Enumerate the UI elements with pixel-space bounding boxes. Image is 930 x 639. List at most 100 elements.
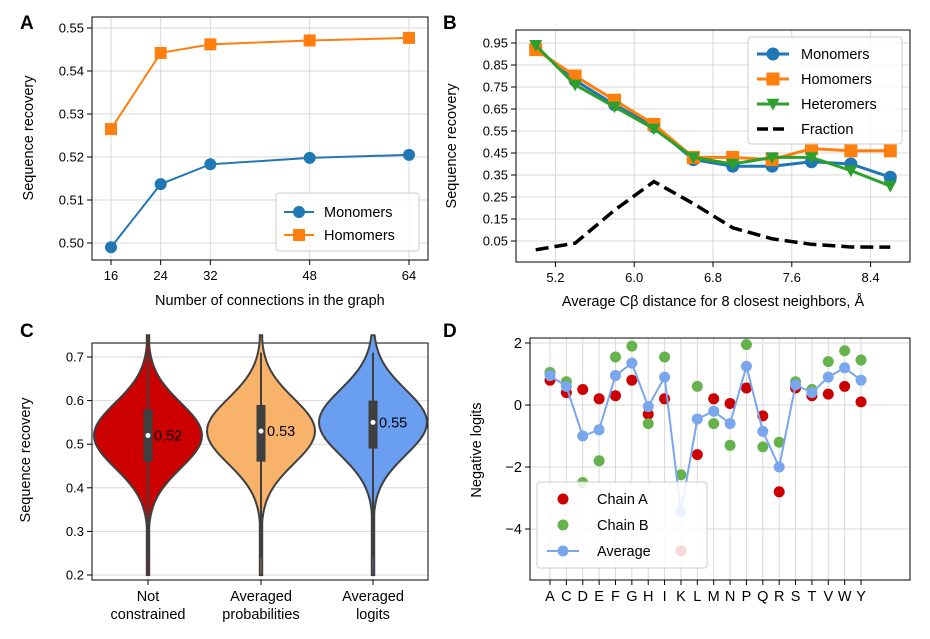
data-point-heteromers bbox=[568, 79, 582, 92]
legend-label: Monomers bbox=[801, 47, 870, 63]
data-point-chain-a bbox=[577, 384, 589, 395]
x-tick-label: T bbox=[807, 589, 816, 605]
data-point-homomers bbox=[204, 38, 217, 51]
panel-a: 16 24 32 48 64 0.50 0.51 0.52 0.53 0.54 0.55 Monome… bbox=[20, 13, 429, 309]
legend-marker bbox=[557, 493, 569, 505]
x-tick-label-line2: probabilities bbox=[222, 607, 299, 623]
y-tick-label: 2 bbox=[514, 336, 522, 352]
panel-label: A bbox=[20, 13, 34, 34]
y-tick-label: 0.75 bbox=[483, 80, 508, 95]
data-point-chain-b bbox=[740, 339, 752, 351]
x-tick-label: G bbox=[626, 589, 637, 605]
panel-c: 0.2 0.3 0.4 0.5 0.6 0.7 0.52 Not constrained 0.53… bbox=[18, 321, 429, 623]
legend-marker bbox=[766, 72, 780, 86]
x-tick-label: K bbox=[676, 589, 686, 605]
data-point-chain-a bbox=[708, 393, 720, 405]
data-point-average bbox=[560, 380, 572, 392]
plot-frame bbox=[91, 16, 429, 261]
x-tick-label: 24 bbox=[153, 268, 167, 283]
data-point-monomers bbox=[303, 151, 316, 164]
x-tick-label-line1: Averaged bbox=[342, 589, 404, 605]
data-point-average bbox=[790, 379, 802, 391]
data-point-heteromers bbox=[647, 123, 661, 136]
data-point-chain-b bbox=[708, 418, 720, 430]
x-tick-label: P bbox=[742, 589, 752, 605]
data-point-average bbox=[626, 357, 638, 369]
y-tick-label: 0.2 bbox=[66, 568, 84, 583]
y-tick-label: 0.05 bbox=[483, 234, 508, 249]
data-point-average bbox=[691, 413, 703, 425]
violin-median bbox=[145, 432, 151, 438]
y-axis-label: Sequence recovery bbox=[21, 75, 37, 201]
y-axis-label: Sequence recovery bbox=[18, 397, 34, 523]
data-point-average bbox=[708, 405, 720, 417]
y-tick-label: 0.65 bbox=[483, 102, 508, 117]
data-point-monomers bbox=[154, 178, 167, 191]
x-tick-label: L bbox=[693, 589, 701, 605]
y-tick-label: 0.5 bbox=[66, 437, 84, 452]
y-axis-label: Sequence recovery bbox=[444, 83, 460, 209]
x-tick-label: 5.2 bbox=[546, 270, 564, 285]
data-point-average bbox=[855, 374, 867, 386]
legend-label: Fraction bbox=[801, 122, 853, 138]
panel-label: C bbox=[20, 321, 34, 342]
x-tick-label: Q bbox=[757, 589, 768, 605]
data-point-chain-a bbox=[822, 388, 834, 400]
data-point-average bbox=[659, 371, 671, 383]
x-tick-label: V bbox=[823, 589, 833, 605]
data-point-chain-a bbox=[593, 393, 605, 405]
legend: Monomers Homomers bbox=[275, 192, 420, 252]
x-tick-label: E bbox=[594, 589, 604, 605]
data-point-chain-b bbox=[626, 340, 638, 352]
data-point-chain-a bbox=[691, 449, 703, 461]
x-tick-label: F bbox=[611, 589, 620, 605]
data-point-chain-a bbox=[740, 382, 752, 394]
median-annotation: 0.55 bbox=[379, 415, 407, 431]
x-tick-label-line2: constrained bbox=[111, 607, 186, 623]
legend-label: Chain A bbox=[597, 492, 648, 508]
legend-box bbox=[536, 481, 708, 569]
legend-marker bbox=[766, 47, 780, 61]
legend-marker bbox=[557, 545, 569, 557]
plot-frame bbox=[529, 337, 911, 581]
series-line-homomers bbox=[534, 48, 891, 162]
y-tick-label: 0.6 bbox=[66, 393, 84, 408]
data-point-heteromers bbox=[608, 101, 621, 114]
data-point-monomers bbox=[105, 241, 117, 254]
x-tick-label-line2: logits bbox=[356, 607, 390, 623]
y-tick-label: 0.53 bbox=[59, 107, 84, 122]
legend-marker bbox=[557, 519, 569, 531]
x-tick-label: D bbox=[577, 589, 587, 605]
series-line-fraction bbox=[535, 179, 891, 252]
x-tick-label: 7.6 bbox=[783, 270, 801, 285]
legend-marker bbox=[766, 98, 780, 111]
x-axis-label: Number of connections in the graph bbox=[155, 293, 385, 309]
x-tick-label-line1: Not bbox=[137, 589, 160, 605]
legend-label: Homomers bbox=[324, 228, 395, 244]
y-tick-label: 0.95 bbox=[483, 36, 508, 51]
x-tick-label: I bbox=[663, 589, 667, 605]
x-tick-label: S bbox=[791, 589, 801, 605]
data-point-heteromers bbox=[883, 180, 897, 193]
y-tick-label: 0.3 bbox=[66, 524, 84, 539]
data-point-chain-a bbox=[724, 397, 736, 409]
violin-median bbox=[370, 419, 376, 425]
x-tick-label: 6.0 bbox=[625, 270, 643, 285]
data-point-homomers bbox=[568, 69, 582, 83]
legend-label: Homomers bbox=[801, 72, 872, 88]
legend: Monomers Homomers Heteromers Fraction bbox=[747, 36, 903, 145]
legend-box bbox=[747, 36, 903, 145]
data-point-chain-b bbox=[724, 439, 736, 451]
data-point-chain-b bbox=[773, 436, 785, 448]
x-tick-label: 16 bbox=[104, 268, 118, 283]
data-point-average bbox=[839, 362, 851, 374]
x-tick-label: 8.4 bbox=[862, 270, 880, 285]
data-point-chain-a bbox=[855, 396, 867, 408]
data-point-chain-a bbox=[609, 390, 621, 402]
legend: Chain A Chain B Average bbox=[536, 481, 708, 569]
data-point-chain-b bbox=[855, 354, 867, 366]
data-point-chain-b bbox=[642, 418, 654, 430]
legend-label: Average bbox=[597, 544, 651, 560]
panel-label: B bbox=[443, 13, 457, 34]
